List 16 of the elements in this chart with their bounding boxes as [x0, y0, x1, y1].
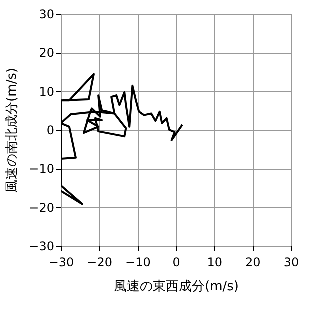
- x-tick-label: 0: [172, 256, 180, 270]
- x-tick-label: 30: [284, 256, 300, 270]
- y-tick-label: −10: [29, 162, 54, 176]
- x-tick-label: −10: [126, 256, 151, 270]
- y-tick-label: 20: [39, 46, 54, 60]
- x-axis-title: 風速の東西成分(m/s): [114, 280, 239, 294]
- x-tick-label: 10: [207, 256, 222, 270]
- y-tick-label: 0: [46, 124, 54, 138]
- y-tick-label: −30: [29, 240, 54, 254]
- x-tick-label: 20: [246, 256, 261, 270]
- y-tick-label: 30: [39, 8, 54, 22]
- y-tick-label: 10: [39, 84, 54, 99]
- x-tick-label: −30: [48, 256, 74, 270]
- x-tick-label: −20: [87, 256, 112, 270]
- y-axis-title: 風速の南北成分(m/s): [5, 68, 20, 193]
- y-tick-label: −20: [29, 200, 54, 215]
